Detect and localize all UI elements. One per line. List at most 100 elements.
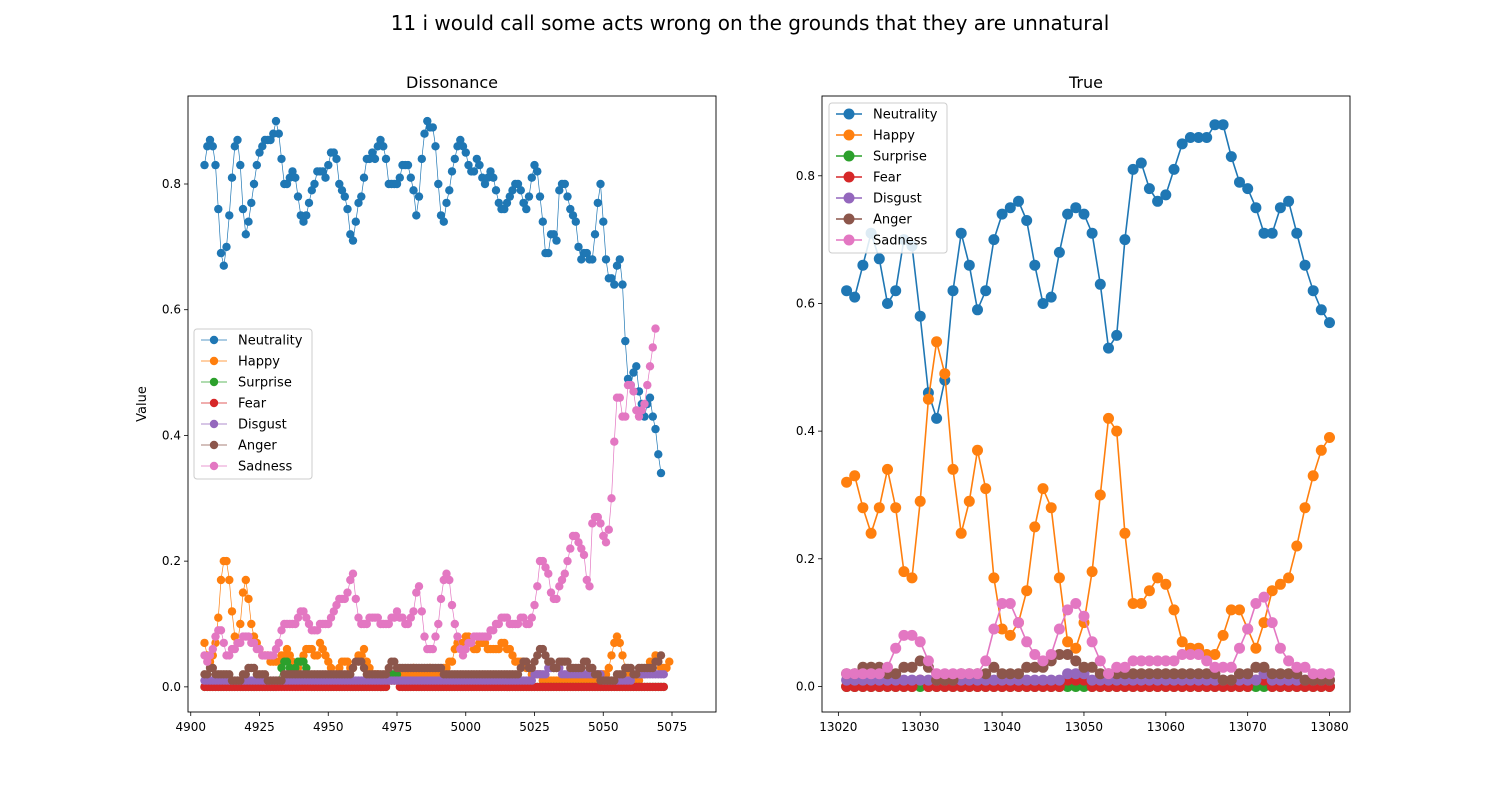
data-point — [354, 198, 363, 208]
data-point — [236, 638, 245, 648]
data-point — [1168, 668, 1180, 680]
data-point — [1250, 642, 1262, 654]
y-tick-label: 0.4 — [796, 424, 815, 438]
data-point — [442, 569, 451, 578]
x-tick-label: 13040 — [983, 720, 1021, 734]
data-point — [1283, 572, 1295, 584]
data-point — [996, 668, 1008, 680]
data-point — [337, 186, 347, 195]
data-point — [654, 657, 663, 666]
data-point — [293, 192, 303, 201]
data-point — [544, 248, 553, 258]
data-point — [1135, 598, 1147, 609]
data-point — [538, 644, 547, 654]
data-point — [1078, 661, 1090, 673]
data-point — [566, 204, 575, 214]
data-point — [1004, 629, 1016, 641]
data-point — [208, 644, 217, 654]
data-point — [615, 393, 624, 402]
data-point — [1053, 674, 1065, 686]
data-point — [1029, 649, 1041, 660]
data-point — [291, 663, 300, 673]
data-point — [436, 211, 446, 220]
data-point — [582, 248, 591, 258]
data-point — [508, 186, 517, 195]
legend-box — [828, 102, 948, 254]
data-point — [469, 167, 479, 176]
data-point — [409, 186, 418, 195]
data-point — [1119, 661, 1131, 673]
data-point — [566, 544, 575, 553]
legend-label: Happy — [873, 129, 915, 144]
data-point — [271, 116, 281, 126]
data-point — [1070, 642, 1082, 654]
legend-marker — [843, 171, 855, 183]
data-point — [651, 324, 660, 333]
data-point — [538, 217, 547, 226]
data-point — [947, 285, 959, 297]
data-point — [898, 566, 910, 578]
data-point — [882, 463, 893, 475]
legend-marker — [209, 356, 219, 366]
data-point — [549, 230, 558, 239]
data-point — [963, 668, 975, 680]
data-point — [1299, 661, 1311, 673]
legend-label: Anger — [873, 213, 912, 228]
data-point — [524, 619, 534, 629]
data-point — [348, 569, 358, 578]
data-point — [357, 651, 366, 660]
data-point — [392, 670, 402, 679]
data-point — [502, 198, 512, 208]
data-point — [659, 670, 668, 679]
data-point — [291, 173, 300, 182]
data-point — [1029, 521, 1041, 533]
data-point — [420, 129, 429, 138]
y-tick-label: 0.6 — [162, 303, 181, 317]
data-point — [596, 519, 605, 528]
data-point — [225, 651, 234, 660]
data-point — [1324, 317, 1335, 329]
data-point — [914, 636, 926, 648]
x-tick-label: 13070 — [1229, 720, 1267, 734]
data-point — [403, 619, 413, 629]
legend-label: Surprise — [873, 150, 927, 165]
data-point — [491, 186, 501, 195]
data-point — [618, 280, 627, 289]
data-point — [505, 644, 514, 654]
data-point — [541, 563, 550, 572]
legend-marker — [209, 440, 219, 450]
data-point — [599, 531, 608, 541]
series-anger — [200, 644, 666, 685]
data-point — [219, 261, 228, 270]
data-point — [607, 651, 616, 660]
data-point — [357, 192, 366, 201]
data-point — [373, 613, 382, 622]
data-point — [219, 638, 228, 648]
data-point — [370, 154, 380, 164]
data-point — [1176, 668, 1188, 680]
data-point — [865, 668, 877, 680]
data-point — [1111, 329, 1123, 341]
data-point — [1160, 189, 1172, 201]
data-point — [841, 668, 853, 680]
data-point — [865, 527, 877, 539]
data-point — [1094, 655, 1106, 667]
data-point — [1045, 649, 1057, 660]
data-point — [1193, 668, 1205, 680]
series-neutrality — [200, 116, 666, 478]
data-point — [348, 663, 358, 673]
data-point — [988, 661, 1000, 673]
legend-marker — [843, 150, 855, 162]
x-tick-label: 13080 — [1310, 720, 1348, 734]
data-point — [233, 135, 242, 145]
data-point — [906, 674, 918, 686]
data-point — [1201, 655, 1213, 667]
data-point — [241, 670, 250, 679]
data-point — [906, 572, 918, 584]
y-tick-label: 0.2 — [162, 554, 181, 568]
data-point — [610, 280, 619, 289]
data-point — [313, 651, 322, 660]
data-point — [1274, 668, 1286, 680]
data-point — [988, 674, 1000, 686]
data-point — [906, 661, 918, 673]
